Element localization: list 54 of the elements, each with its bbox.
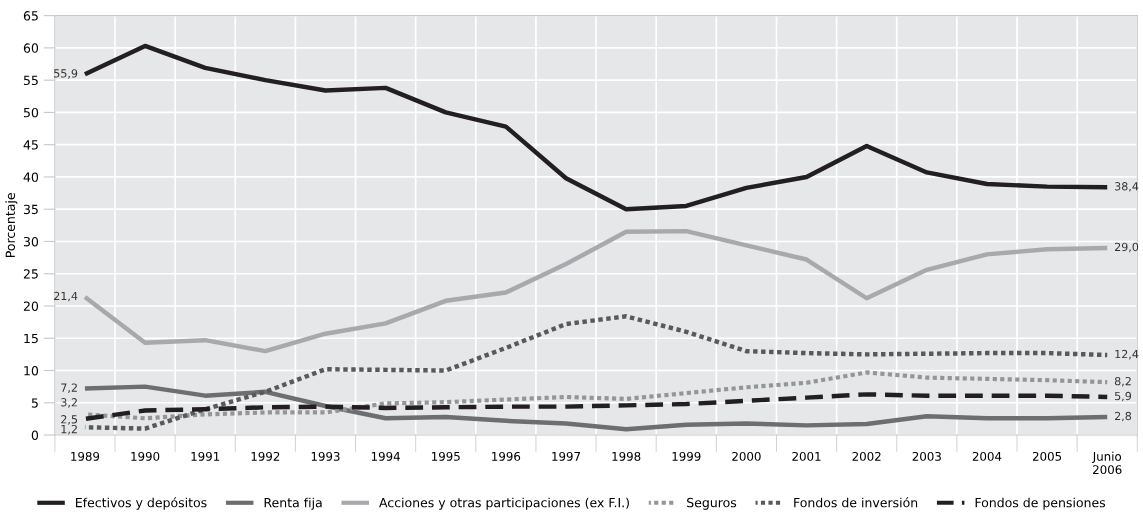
- x-tick-label: 1997: [552, 451, 581, 461]
- legend-label: Efectivos y depósitos: [76, 497, 207, 510]
- data-label: 7,2: [61, 383, 77, 393]
- data-label: 1,2: [61, 424, 77, 435]
- line-series: [82, 228, 1110, 354]
- y-tick-label: 5: [31, 398, 38, 408]
- x-tick-label: 1999: [672, 451, 701, 461]
- data-label: 2,8: [1114, 411, 1132, 422]
- x-tick-label: 1994: [371, 451, 400, 461]
- y-tick-label: 10: [24, 365, 39, 376]
- x-tick-label: 2002: [852, 451, 881, 461]
- x-tick-label: 1996: [492, 451, 521, 461]
- x-tick-label: 1989: [71, 451, 100, 461]
- x-tick-label: 1998: [612, 451, 641, 461]
- data-label: 21,4: [54, 291, 78, 302]
- data-label: 55,9: [54, 69, 78, 79]
- x-tick-label: 1995: [432, 451, 460, 461]
- legend-label: Seguros: [687, 497, 737, 510]
- y-tick-label: 65: [23, 11, 38, 21]
- y-tick-label: 40: [23, 172, 39, 182]
- y-tick-label: 45: [23, 140, 38, 150]
- x-tick-label: 2000: [732, 451, 761, 461]
- y-tick-label: 35: [23, 204, 38, 215]
- y-tick-label: 55: [23, 75, 38, 86]
- legend-label: Fondos de pensiones: [975, 497, 1106, 510]
- y-tick-label: 0: [31, 430, 39, 440]
- x-tick-label: 2005: [1032, 451, 1062, 461]
- x-tick-label: Junio 2006: [1092, 451, 1122, 475]
- y-tick-label: 20: [23, 301, 39, 311]
- y-tick-label: 60: [23, 43, 39, 53]
- data-label: 2,5: [61, 415, 78, 425]
- data-label: 29,0: [1114, 242, 1139, 253]
- legend-label: Acciones y otras participaciones (ex F.I.): [379, 497, 629, 510]
- x-tick-label: 1992: [251, 451, 280, 461]
- x-tick-label: 1993: [311, 451, 340, 461]
- x-tick-label: 2004: [972, 451, 1002, 461]
- data-label: 12,4: [1115, 349, 1139, 360]
- data-label: 5,9: [1115, 391, 1132, 402]
- x-tick-label: 2003: [912, 451, 941, 461]
- data-label: 38,4: [1115, 182, 1139, 192]
- data-label: 3,2: [61, 398, 77, 408]
- legend-label: Fondos de inversión: [794, 497, 918, 508]
- y-tick-label: 15: [24, 333, 38, 344]
- line-series: [82, 384, 1110, 432]
- line-series: [82, 43, 1110, 212]
- x-tick-label: 2001: [792, 451, 821, 461]
- y-tick-label: 30: [23, 236, 39, 247]
- y-axis-title: Porcentaje: [5, 193, 18, 258]
- y-tick-label: 50: [23, 107, 39, 118]
- data-label: 8,2: [1114, 376, 1131, 387]
- x-tick-label: 1991: [191, 451, 220, 461]
- x-tick-label: 1990: [131, 451, 160, 461]
- legend-label: Renta fija: [264, 497, 322, 510]
- y-tick-label: 25: [23, 269, 38, 279]
